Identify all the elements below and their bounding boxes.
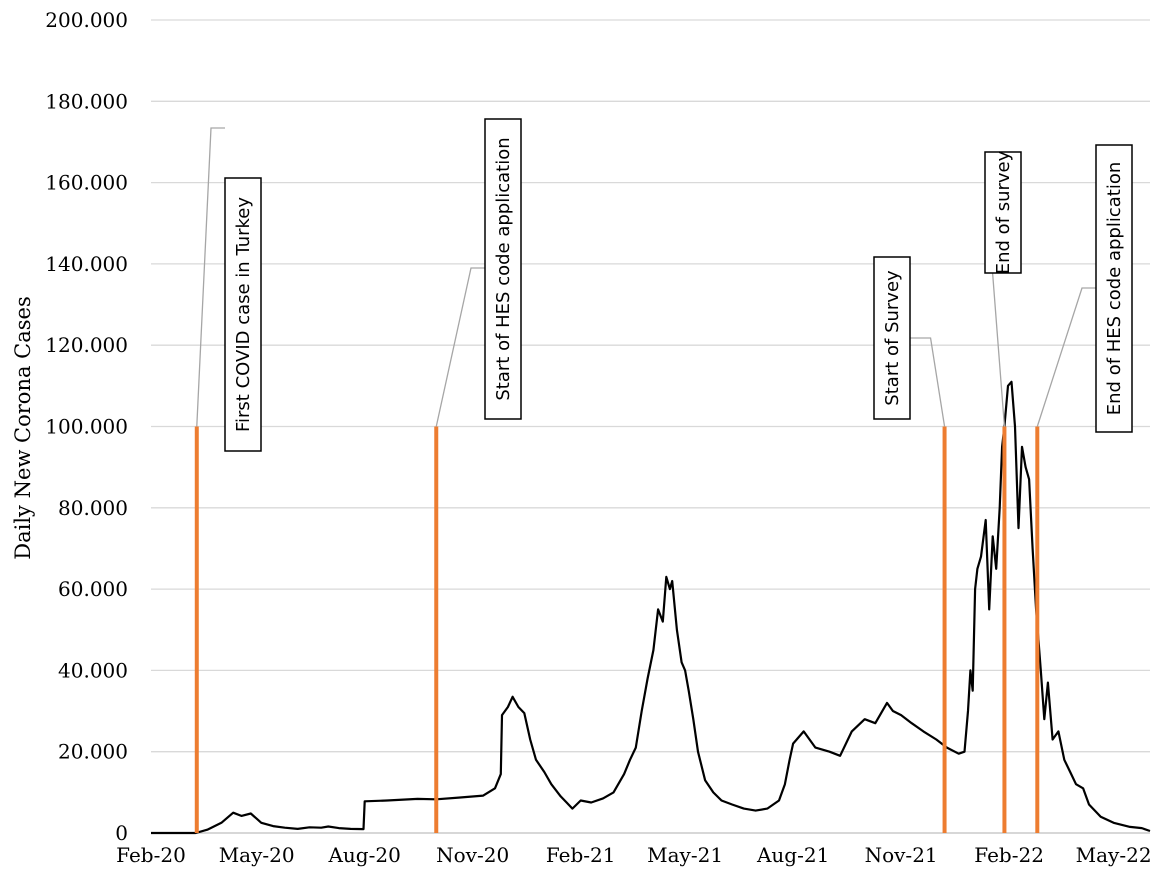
series-lines <box>151 380 1151 835</box>
event-annotations: First COVID case in Turkey Start of HES c… <box>196 118 1133 452</box>
annotation-box <box>873 256 911 420</box>
annotation-label: First COVID case in Turkey <box>233 197 254 432</box>
annotation-label: End of HES code application <box>1104 162 1125 415</box>
x-tick-label: Feb-21 <box>546 843 616 867</box>
y-tick-label: 200.000 <box>45 8 128 32</box>
x-tick-label: Feb-20 <box>116 843 186 867</box>
gridlines <box>151 19 1150 753</box>
x-tick-label: Aug-20 <box>327 843 400 867</box>
annotation-leader-line <box>435 267 485 427</box>
y-tick-label: 100.000 <box>45 415 128 439</box>
x-tick-label: May-20 <box>219 843 295 867</box>
annotation-label: Start of Survey <box>882 270 903 406</box>
x-tick-label: May-22 <box>1076 843 1152 867</box>
annotation-label: Start of HES code application <box>493 137 514 400</box>
annotation-box <box>1095 144 1133 433</box>
annotation-box <box>984 151 1022 274</box>
y-tick-label: 160.000 <box>45 171 128 195</box>
y-tick-label: 120.000 <box>45 333 128 357</box>
x-axis-tick-labels: Feb-20 May-20 Aug-20 Nov-20 Feb-21 May-21 Aug-… <box>116 843 1151 867</box>
annotation-label: End of survey <box>993 150 1014 274</box>
y-axis-tick-labels: 0 20.000 40.000 60.000 80.000 100.000 120.000 1… <box>45 8 128 845</box>
y-tick-label: 20.000 <box>58 740 128 764</box>
annotation-box <box>484 118 522 420</box>
annotation-leader-line <box>196 127 225 427</box>
y-tick-label: 60.000 <box>58 577 128 601</box>
x-tick-label: Feb-22 <box>974 843 1044 867</box>
y-tick-label: 180.000 <box>45 89 128 113</box>
y-tick-label: 80.000 <box>58 496 128 520</box>
y-tick-label: 140.000 <box>45 252 128 276</box>
series-line <box>151 380 1151 835</box>
y-axis-title: Daily New Corona Cases <box>11 296 35 559</box>
annotation-leader-line <box>1036 287 1096 427</box>
x-tick-label: Nov-21 <box>865 843 938 867</box>
x-tick-label: Nov-20 <box>436 843 509 867</box>
y-tick-label: 0 <box>115 821 128 845</box>
x-tick-label: May-21 <box>647 843 723 867</box>
x-tick-label: Aug-21 <box>756 843 829 867</box>
annotation-leader-line <box>910 337 946 427</box>
event-markers <box>194 426 1040 833</box>
annotation-box <box>224 177 262 452</box>
y-tick-label: 40.000 <box>58 658 128 682</box>
